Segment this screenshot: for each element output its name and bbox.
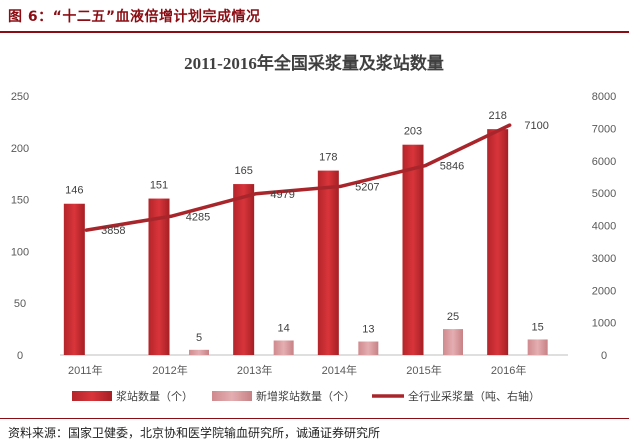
data-labels-group: 146 151 165 178 203 218 5 14 13 25 15 3858 4285 4979 5… bbox=[65, 110, 549, 344]
bar-new-stations bbox=[189, 349, 209, 355]
top-divider bbox=[0, 31, 629, 33]
line-group bbox=[84, 123, 512, 232]
x-tick-label: 2014年 bbox=[322, 363, 357, 377]
data-label-new-stations: 25 bbox=[447, 311, 459, 323]
data-label-station-count: 203 bbox=[404, 126, 422, 138]
x-tick-label: 2013年 bbox=[237, 363, 272, 377]
y-left-tick-label: 100 bbox=[11, 246, 29, 258]
bar-station-count bbox=[487, 129, 509, 355]
bar-new-stations bbox=[527, 339, 548, 355]
y-right-tick-label: 1000 bbox=[592, 318, 616, 330]
chart: 2011-2016年全国采浆量及浆站数量 0 50 100 150 200 250 0 100… bbox=[11, 53, 616, 403]
bar-station-count bbox=[317, 170, 339, 355]
y-left-tick-label: 50 bbox=[14, 298, 26, 310]
data-label-station-count: 178 bbox=[319, 152, 337, 164]
chart-title: 2011-2016年全国采浆量及浆站数量 bbox=[184, 53, 444, 73]
y-right-tick-label: 4000 bbox=[592, 221, 616, 233]
data-label-new-stations: 13 bbox=[362, 324, 374, 336]
bar-station-count bbox=[148, 198, 170, 355]
bar-station-count bbox=[402, 144, 424, 355]
data-label-station-count: 165 bbox=[234, 165, 252, 177]
y-left-tick-label: 0 bbox=[17, 350, 23, 362]
legend-swatch bbox=[212, 391, 252, 401]
data-label-station-count: 151 bbox=[150, 180, 168, 192]
bar-new-stations bbox=[443, 329, 463, 355]
y-right-tick-label: 6000 bbox=[592, 156, 616, 168]
legend: 浆站数量（个） 新增浆站数量（个） 全行业采浆量（吨、右轴） bbox=[72, 389, 540, 403]
data-label-plasma-volume: 5207 bbox=[355, 181, 379, 193]
data-label-plasma-volume: 4979 bbox=[270, 189, 294, 201]
data-label-station-count: 146 bbox=[65, 185, 83, 197]
y-left-tick-label: 150 bbox=[11, 195, 29, 207]
bar-station-count bbox=[63, 203, 85, 355]
x-tick-label: 2015年 bbox=[406, 363, 441, 377]
source-note: 资料来源：国家卫健委，北京协和医学院输血研究所，诚通证券研究所 bbox=[8, 426, 381, 440]
y-right-tick-label: 7000 bbox=[592, 123, 616, 135]
bar-station-count bbox=[233, 184, 255, 355]
bars-group bbox=[63, 129, 548, 355]
data-label-new-stations: 15 bbox=[532, 321, 544, 333]
y-right-tick-label: 5000 bbox=[592, 188, 616, 200]
data-label-plasma-volume: 4285 bbox=[186, 211, 210, 223]
y-right-tick-label: 8000 bbox=[592, 91, 616, 103]
axes-group: 0 50 100 150 200 250 0 1000 2000 3000 4000 5000 6000… bbox=[11, 91, 616, 377]
line-plasma-volume bbox=[84, 123, 512, 232]
bar-new-stations bbox=[358, 341, 379, 355]
data-label-plasma-volume: 7100 bbox=[524, 120, 548, 132]
x-tick-label: 2016年 bbox=[491, 363, 526, 377]
data-label-plasma-volume: 5846 bbox=[440, 161, 464, 173]
data-label-new-stations: 5 bbox=[196, 332, 202, 344]
legend-item-plasma-volume: 全行业采浆量（吨、右轴） bbox=[372, 389, 540, 403]
legend-swatch bbox=[72, 391, 112, 401]
y-right-tick-label: 3000 bbox=[592, 253, 616, 265]
data-label-station-count: 218 bbox=[488, 110, 506, 122]
x-tick-label: 2012年 bbox=[152, 363, 187, 377]
legend-label: 新增浆站数量（个） bbox=[256, 389, 355, 403]
y-right-tick-label: 0 bbox=[601, 350, 607, 362]
legend-label: 浆站数量（个） bbox=[116, 389, 193, 403]
figure-label: 图 6： bbox=[8, 9, 53, 25]
figure-caption: “十二五”血液倍增计划完成情况 bbox=[52, 9, 261, 25]
bar-new-stations bbox=[273, 340, 294, 355]
data-label-new-stations: 14 bbox=[278, 322, 290, 334]
data-label-plasma-volume: 3858 bbox=[101, 225, 125, 237]
figure-title: 图 6：“十二五”血液倍增计划完成情况 bbox=[8, 6, 261, 26]
legend-item-new-stations: 新增浆站数量（个） bbox=[212, 389, 355, 403]
bottom-divider bbox=[0, 418, 629, 419]
y-right-tick-label: 2000 bbox=[592, 285, 616, 297]
legend-label: 全行业采浆量（吨、右轴） bbox=[408, 389, 540, 403]
y-left-tick-label: 200 bbox=[11, 143, 29, 155]
y-left-tick-label: 250 bbox=[11, 91, 29, 103]
x-tick-label: 2011年 bbox=[68, 363, 103, 377]
legend-item-station-count: 浆站数量（个） bbox=[72, 389, 193, 403]
